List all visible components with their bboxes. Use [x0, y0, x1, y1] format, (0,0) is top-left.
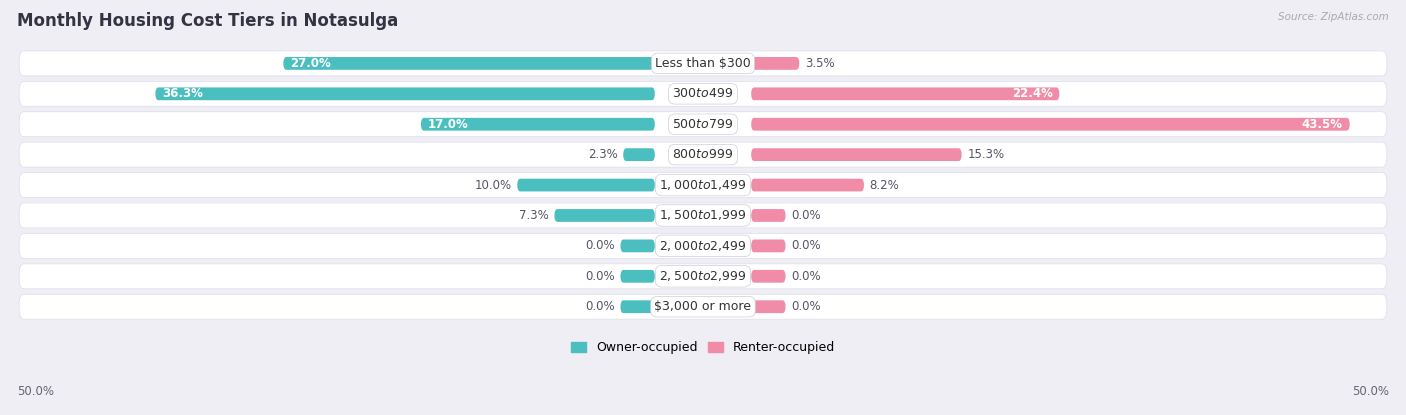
FancyBboxPatch shape: [620, 270, 655, 283]
FancyBboxPatch shape: [517, 179, 655, 191]
Text: $500 to $799: $500 to $799: [672, 118, 734, 131]
Text: $2,000 to $2,499: $2,000 to $2,499: [659, 239, 747, 253]
Text: Less than $300: Less than $300: [655, 57, 751, 70]
FancyBboxPatch shape: [751, 118, 1350, 131]
Text: 0.0%: 0.0%: [792, 300, 821, 313]
FancyBboxPatch shape: [20, 81, 1386, 106]
Text: $2,500 to $2,999: $2,500 to $2,999: [659, 269, 747, 283]
Text: 8.2%: 8.2%: [869, 178, 900, 192]
Text: 0.0%: 0.0%: [792, 270, 821, 283]
Text: 2.3%: 2.3%: [588, 148, 617, 161]
FancyBboxPatch shape: [20, 112, 1386, 137]
Text: 50.0%: 50.0%: [1353, 386, 1389, 398]
Text: 50.0%: 50.0%: [17, 386, 53, 398]
Text: $800 to $999: $800 to $999: [672, 148, 734, 161]
FancyBboxPatch shape: [20, 203, 1386, 228]
Text: 0.0%: 0.0%: [585, 239, 614, 252]
FancyBboxPatch shape: [620, 300, 655, 313]
Text: 7.3%: 7.3%: [519, 209, 548, 222]
Text: 10.0%: 10.0%: [475, 178, 512, 192]
Text: Monthly Housing Cost Tiers in Notasulga: Monthly Housing Cost Tiers in Notasulga: [17, 12, 398, 30]
FancyBboxPatch shape: [420, 118, 655, 131]
Text: 0.0%: 0.0%: [792, 209, 821, 222]
FancyBboxPatch shape: [751, 88, 1059, 100]
Text: 36.3%: 36.3%: [162, 87, 202, 100]
FancyBboxPatch shape: [751, 209, 786, 222]
FancyBboxPatch shape: [155, 88, 655, 100]
Text: $1,500 to $1,999: $1,500 to $1,999: [659, 208, 747, 222]
Text: 0.0%: 0.0%: [585, 300, 614, 313]
FancyBboxPatch shape: [623, 148, 655, 161]
Text: $300 to $499: $300 to $499: [672, 87, 734, 100]
Text: 17.0%: 17.0%: [427, 118, 468, 131]
FancyBboxPatch shape: [554, 209, 655, 222]
FancyBboxPatch shape: [20, 173, 1386, 198]
FancyBboxPatch shape: [20, 294, 1386, 319]
FancyBboxPatch shape: [20, 142, 1386, 167]
Text: 27.0%: 27.0%: [290, 57, 330, 70]
Text: $1,000 to $1,499: $1,000 to $1,499: [659, 178, 747, 192]
Text: 22.4%: 22.4%: [1012, 87, 1053, 100]
FancyBboxPatch shape: [20, 233, 1386, 259]
FancyBboxPatch shape: [751, 300, 786, 313]
FancyBboxPatch shape: [284, 57, 655, 70]
FancyBboxPatch shape: [751, 57, 800, 70]
Text: 15.3%: 15.3%: [967, 148, 1004, 161]
Text: $3,000 or more: $3,000 or more: [655, 300, 751, 313]
Text: 3.5%: 3.5%: [804, 57, 834, 70]
Legend: Owner-occupied, Renter-occupied: Owner-occupied, Renter-occupied: [567, 337, 839, 359]
FancyBboxPatch shape: [751, 270, 786, 283]
FancyBboxPatch shape: [751, 148, 962, 161]
FancyBboxPatch shape: [751, 179, 865, 191]
FancyBboxPatch shape: [620, 239, 655, 252]
Text: 0.0%: 0.0%: [585, 270, 614, 283]
Text: 0.0%: 0.0%: [792, 239, 821, 252]
FancyBboxPatch shape: [20, 264, 1386, 289]
FancyBboxPatch shape: [751, 239, 786, 252]
FancyBboxPatch shape: [20, 51, 1386, 76]
Text: Source: ZipAtlas.com: Source: ZipAtlas.com: [1278, 12, 1389, 22]
Text: 43.5%: 43.5%: [1302, 118, 1343, 131]
